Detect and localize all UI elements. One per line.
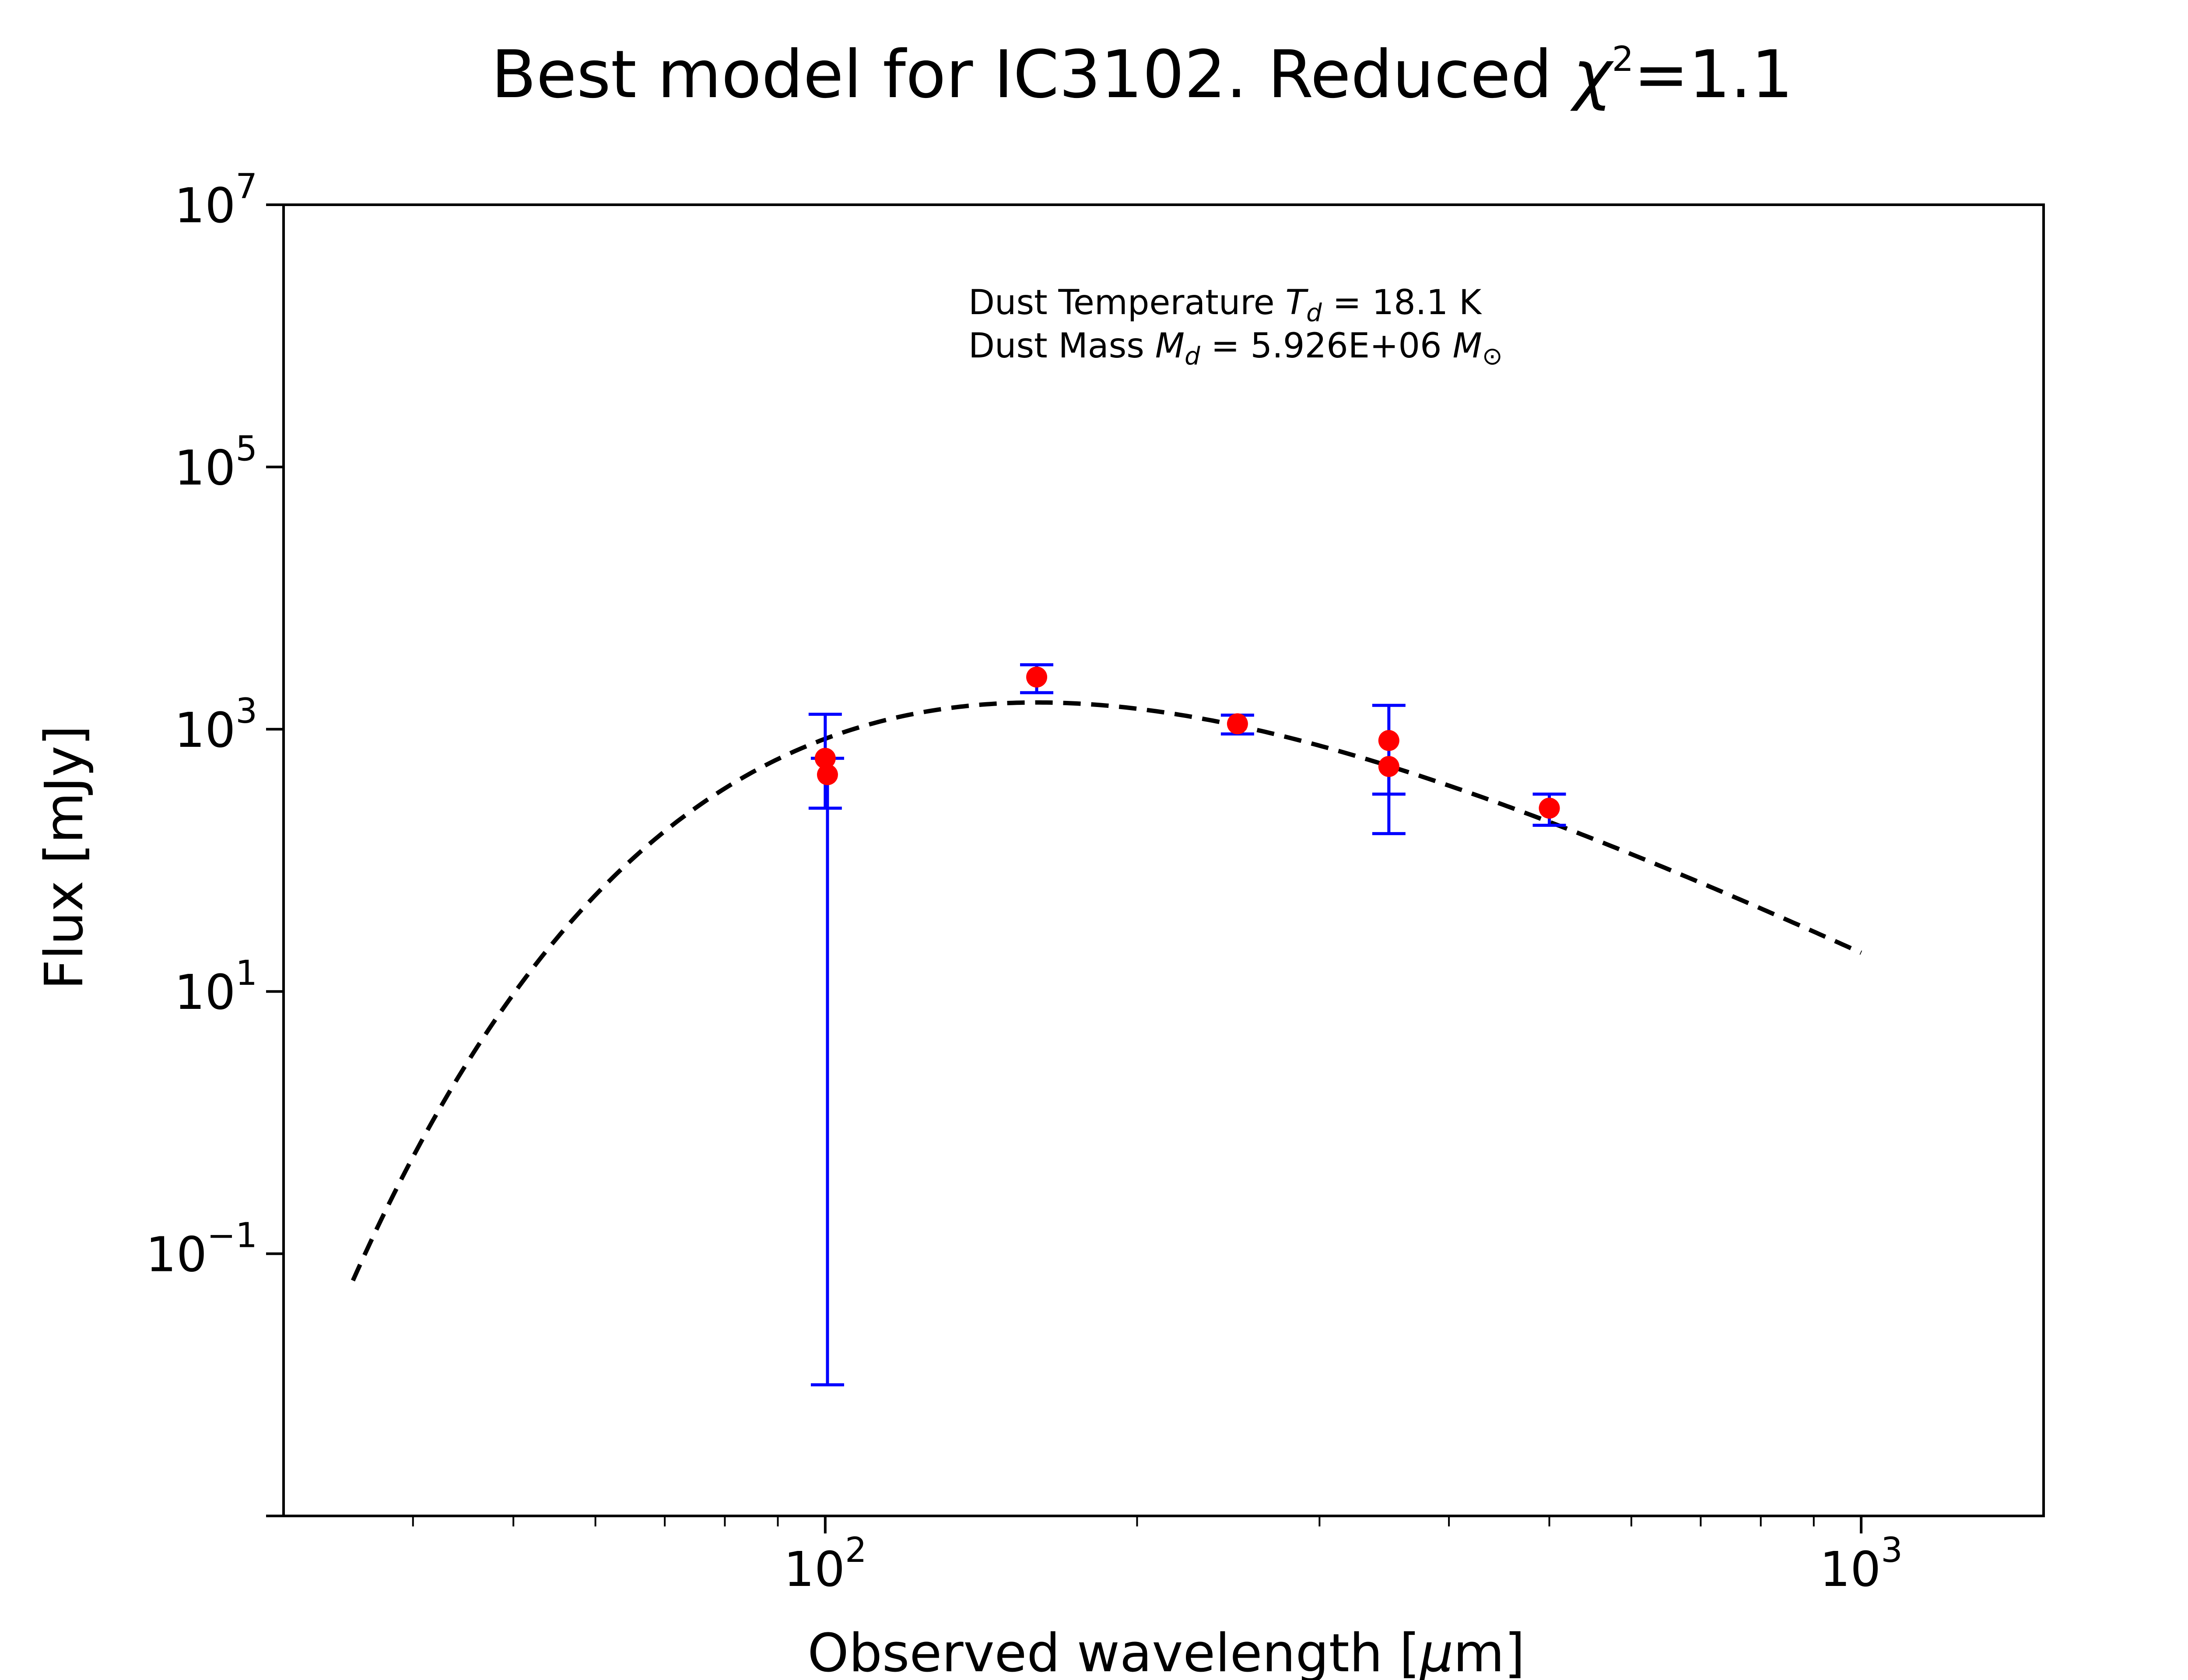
x-tick-label: 103	[1820, 1531, 1903, 1597]
data-point	[1378, 730, 1399, 751]
model-layer	[351, 700, 1862, 1281]
data-point	[1378, 756, 1399, 777]
y-tick-label: 103	[174, 692, 257, 758]
plot-frame	[282, 203, 2045, 1517]
y-axis-label: Flux [mJy]	[34, 725, 95, 990]
data-point	[1026, 666, 1048, 688]
tick-layer: 102 103 10−1 101 103 105 107	[146, 167, 1903, 1597]
data-point	[814, 748, 836, 769]
data-point	[1227, 713, 1248, 735]
chart-title: Best model for IC3102. Reduced χ2=1.1	[491, 37, 1793, 113]
y-tick-label: 101	[174, 954, 257, 1020]
data-point	[1539, 798, 1560, 819]
y-tick-label: 107	[174, 167, 257, 234]
data-point	[817, 764, 838, 785]
dust-mass-annotation: Dust Mass Md = 5.926E+06 M⊙	[968, 326, 1503, 371]
y-tick-label: 10−1	[146, 1216, 257, 1283]
x-tick-label: 102	[784, 1531, 867, 1597]
dust-temperature-annotation: Dust Temperature Td = 18.1 K	[968, 283, 1482, 327]
y-tick-label: 105	[174, 429, 257, 496]
x-axis-label: Observed wavelength [μm]	[807, 1623, 1525, 1680]
points-layer	[814, 666, 1560, 819]
model-curve	[351, 700, 1862, 1281]
